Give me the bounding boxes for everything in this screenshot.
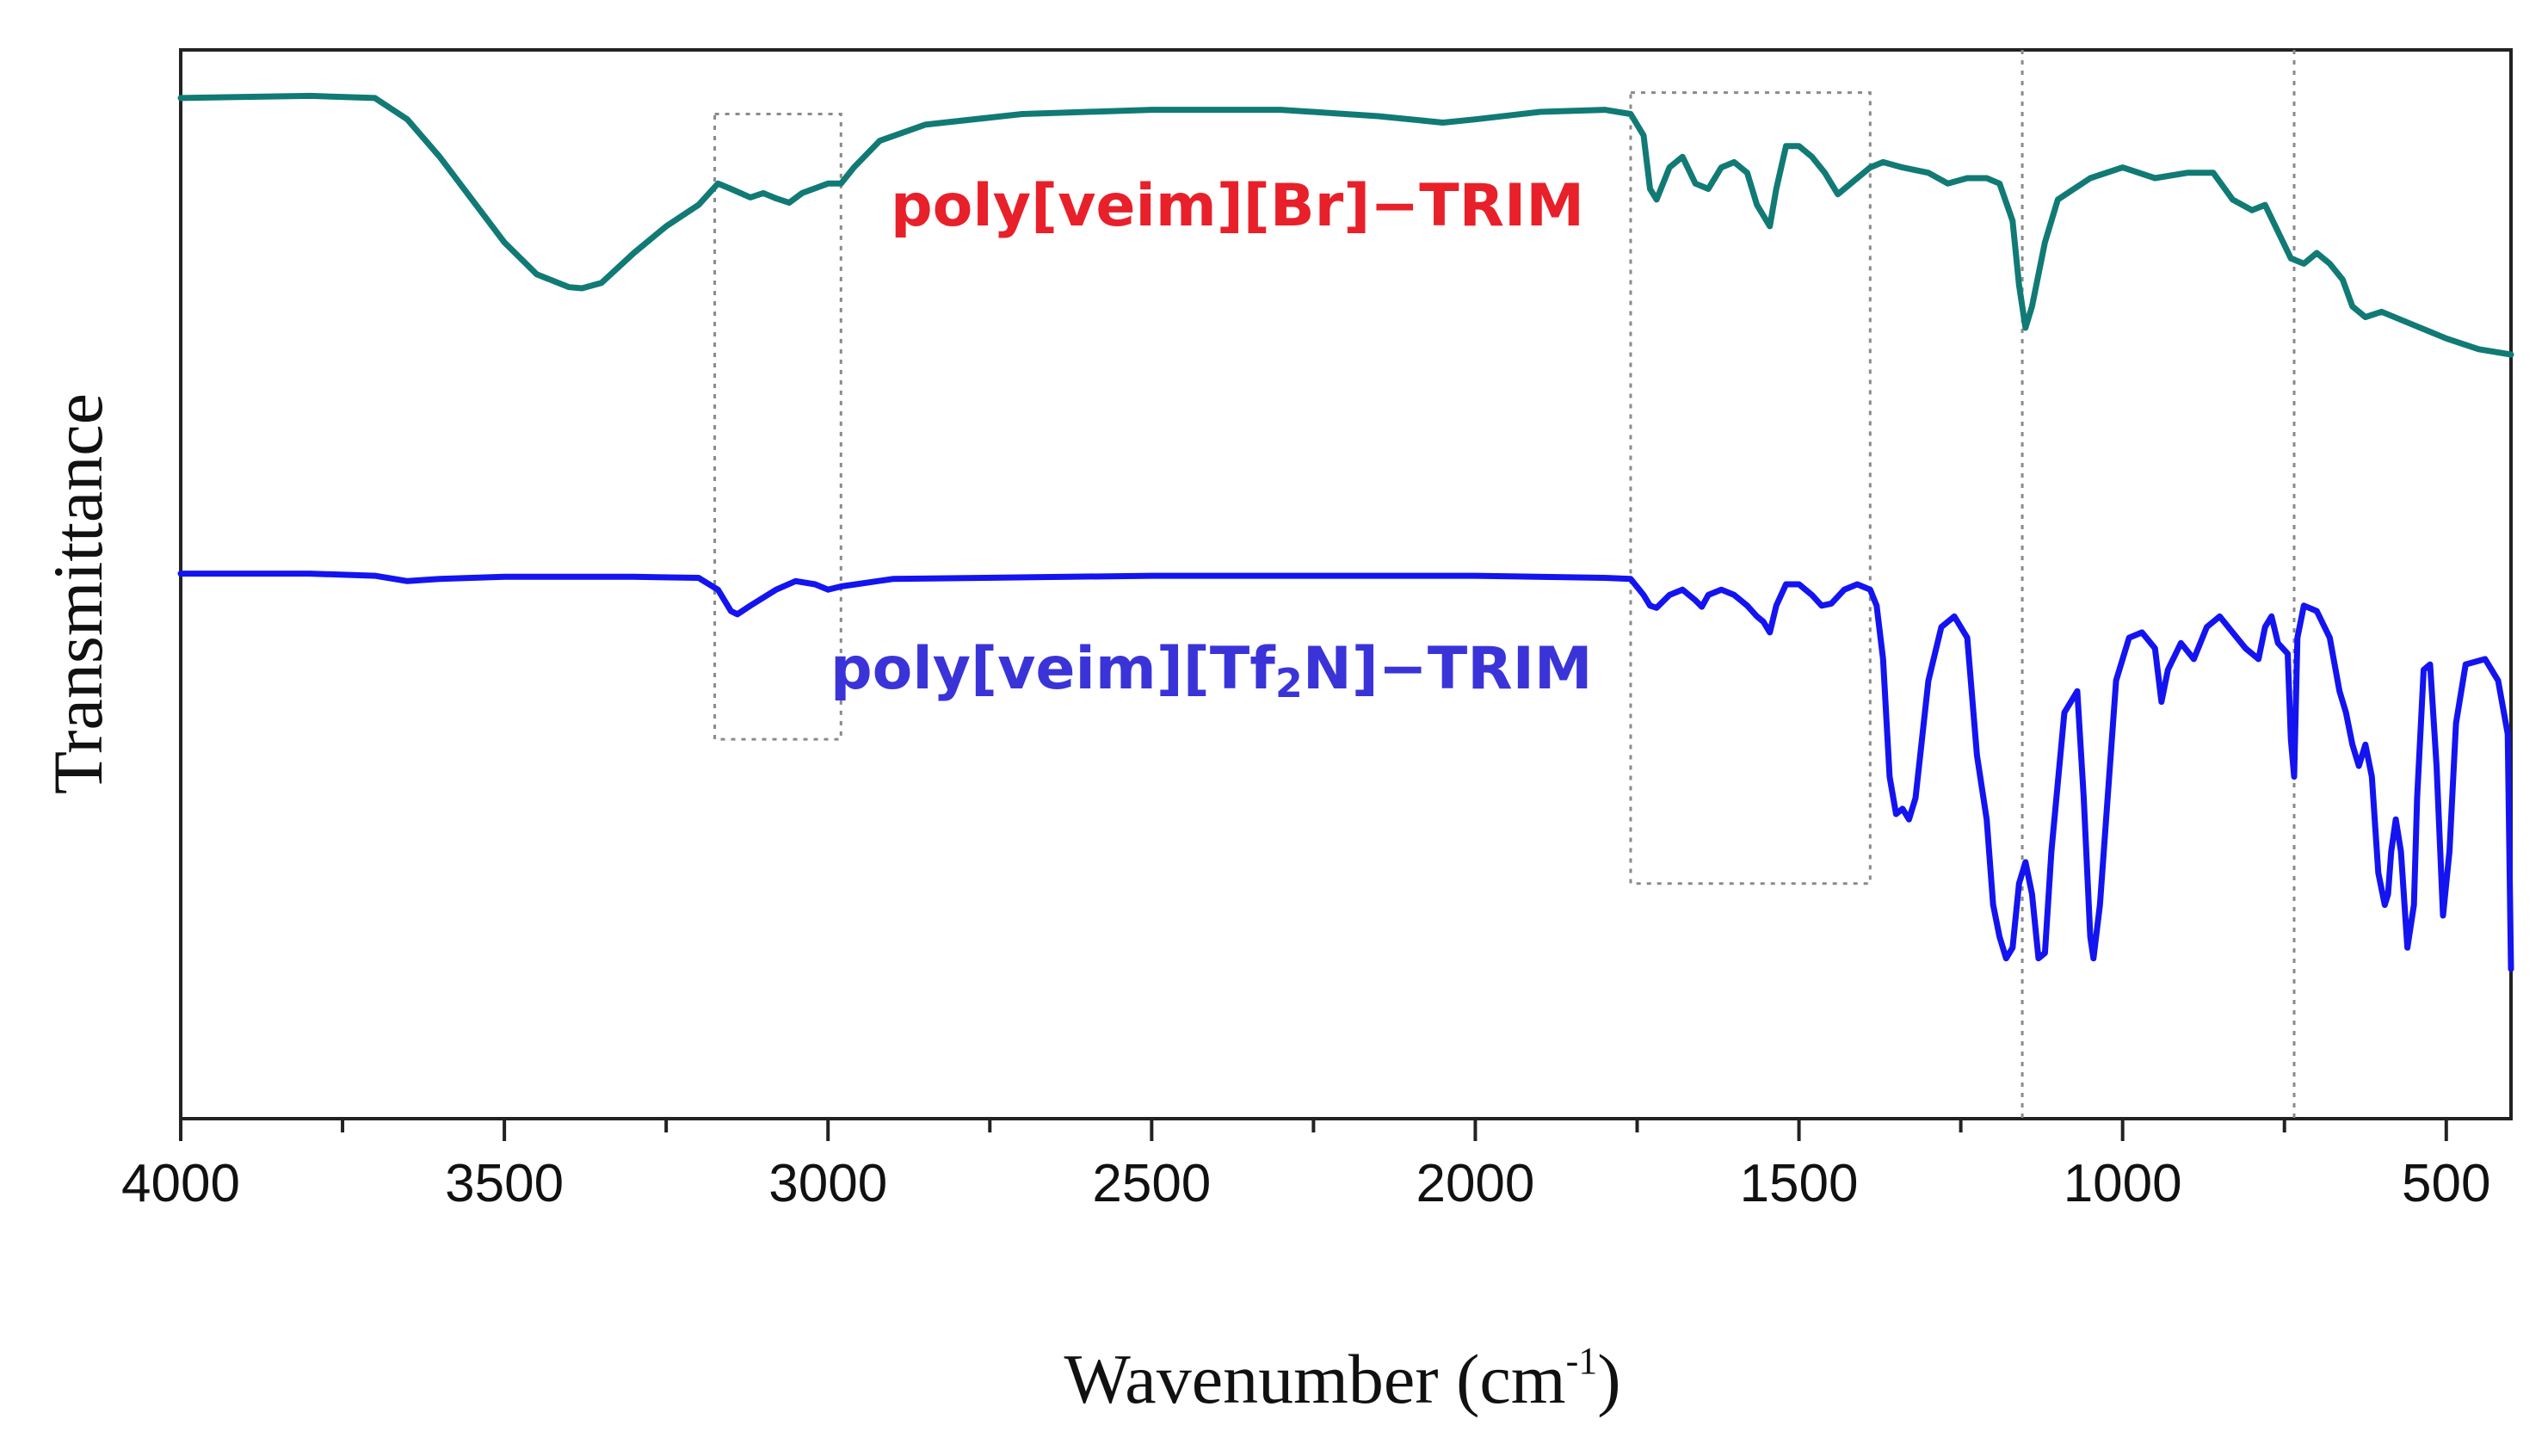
x-tick-label: 2500 — [1092, 1154, 1211, 1213]
x-tick-label: 4000 — [121, 1154, 240, 1213]
plot-frame — [179, 48, 2513, 1120]
dashed-box-2 — [1629, 91, 1872, 885]
x-axis-title-main: Wavenumber (cm — [1064, 1340, 1565, 1418]
series-line-1 — [177, 92, 2514, 358]
y-axis-title: Transmittance — [39, 393, 117, 794]
series-label-tf2n: poly[veim][Tf2N]−TRIM — [830, 635, 1593, 706]
x-tick-label: 1000 — [2064, 1154, 2182, 1213]
series-label-tf2n-main: poly[veim][Tf — [830, 635, 1276, 703]
x-axis-title: Wavenumber (cm-1) — [1064, 1340, 1620, 1418]
series-label-tf2n-end: N]−TRIM — [1303, 635, 1593, 703]
x-axis-title-close: ) — [1597, 1340, 1620, 1418]
dashed-box-1 — [713, 113, 842, 741]
x-tick-label: 2000 — [1416, 1154, 1534, 1213]
x-tick-label: 500 — [2402, 1154, 2490, 1213]
x-tick-label: 1500 — [1740, 1154, 1859, 1213]
x-axis-tick-labels: 4000 3500 3000 2500 2000 1500 1000 500 — [121, 1154, 2490, 1213]
x-tick-label: 3500 — [445, 1154, 564, 1213]
series-label-br: poly[veim][Br]−TRIM — [891, 172, 1584, 240]
annotation-layer — [713, 50, 2296, 1119]
series-label-tf2n-sub: 2 — [1275, 660, 1303, 706]
series-layer — [177, 92, 2514, 972]
x-axis-ticks — [179, 1119, 2448, 1141]
series-line-2 — [177, 571, 2514, 972]
x-tick-label: 3000 — [768, 1154, 887, 1213]
x-axis-title-sup: -1 — [1566, 1340, 1598, 1382]
